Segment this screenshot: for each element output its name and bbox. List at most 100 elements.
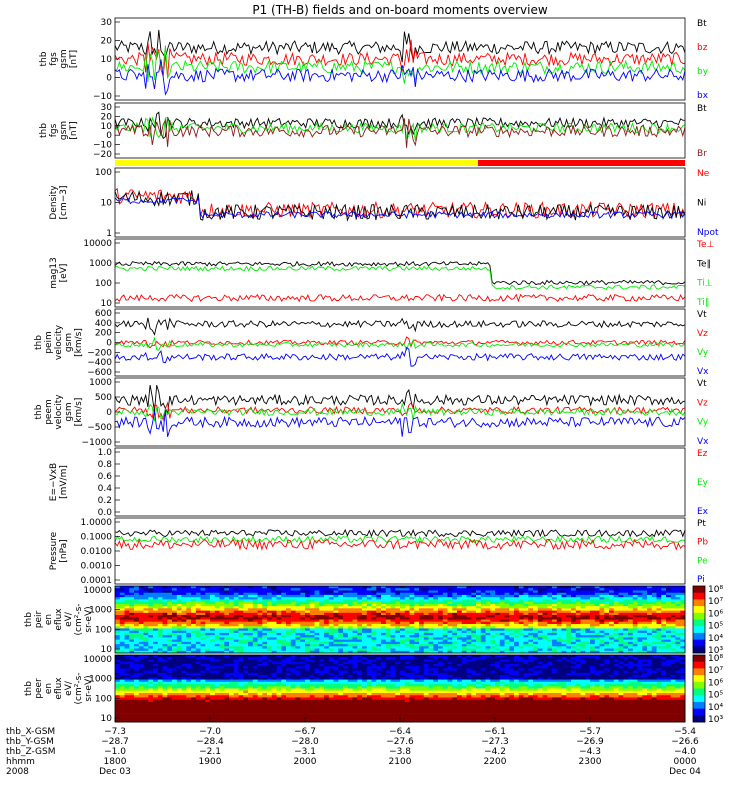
heatmap-cell [138, 641, 144, 645]
heatmap-cell [210, 710, 216, 714]
heatmap-cell [547, 635, 553, 638]
heatmap-cell [666, 637, 672, 640]
heatmap-cell [376, 646, 382, 649]
heatmap-cell [257, 697, 263, 700]
heatmap-cell [390, 610, 396, 614]
heatmap-cell [628, 630, 634, 634]
heatmap-cell [661, 612, 667, 616]
heatmap-cell [466, 619, 472, 623]
series-line-Bt [114, 29, 686, 63]
heatmap-cell [613, 637, 619, 640]
heatmap-cell [680, 632, 686, 636]
heatmap-cell [243, 701, 249, 705]
heatmap-cell [248, 679, 254, 683]
heatmap-cell [466, 594, 472, 598]
heatmap-cell [414, 588, 420, 591]
heatmap-cell [628, 628, 634, 631]
heatmap-cell [138, 646, 144, 649]
heatmap-cell [238, 719, 244, 723]
heatmap-cell [442, 586, 448, 589]
heatmap-cell [195, 603, 201, 607]
heatmap-cell [271, 632, 277, 636]
heatmap-cell [537, 599, 543, 602]
heatmap-cell [533, 612, 539, 616]
heatmap-cell [452, 608, 458, 611]
heatmap-cell [390, 648, 396, 652]
heatmap-cell [594, 628, 600, 631]
heatmap-cell [490, 632, 496, 636]
heatmap-cell [195, 713, 201, 716]
heatmap-cell [229, 635, 235, 638]
heatmap-cell [433, 610, 439, 614]
heatmap-cell [533, 597, 539, 600]
heatmap-cell [647, 644, 653, 647]
heatmap-cell [452, 646, 458, 649]
y-tick-label: 500 [95, 393, 112, 403]
heatmap-cell [338, 626, 344, 629]
heatmap-cell [637, 632, 643, 636]
heatmap-cell [552, 615, 558, 618]
heatmap-cell [153, 624, 159, 627]
heatmap-cell [623, 621, 629, 625]
heatmap-cell [233, 670, 239, 674]
heatmap-cell [542, 610, 548, 614]
heatmap-cell [148, 661, 154, 665]
heatmap-cell [176, 719, 182, 723]
heatmap-cell [376, 650, 382, 654]
heatmap-cell [309, 632, 315, 636]
heatmap-cell [661, 628, 667, 631]
heatmap-cell [509, 588, 515, 591]
series-line-by [114, 45, 686, 84]
heatmap-cell [290, 594, 296, 598]
heatmap-cell [409, 592, 415, 596]
heatmap-cell [138, 637, 144, 640]
heatmap-cell [305, 594, 311, 598]
heatmap-cell [267, 608, 273, 611]
heatmap-cell [423, 619, 429, 623]
heatmap-cell [404, 624, 410, 627]
heatmap-cell [509, 592, 515, 596]
heatmap-cell [205, 597, 211, 600]
heatmap-cell [537, 610, 543, 614]
heatmap-cell [495, 597, 501, 600]
heatmap-cell [476, 619, 482, 623]
heatmap-cell [533, 606, 539, 609]
heatmap-cell [138, 659, 144, 663]
heatmap-cell [613, 624, 619, 627]
heatmap-cell [385, 586, 391, 589]
heatmap-cell [381, 644, 387, 647]
heatmap-cell [243, 708, 249, 712]
heatmap-cell [575, 621, 581, 625]
colorbar-tick: 10⁶ [708, 609, 723, 619]
heatmap-cell [599, 644, 605, 647]
y-label-line: thb [39, 123, 49, 138]
heatmap-cell [675, 592, 681, 596]
heatmap-cell [167, 592, 173, 596]
heatmap-cell [281, 612, 287, 616]
heatmap-cell [528, 592, 534, 596]
heatmap-cell [295, 650, 301, 654]
heatmap-cell [167, 621, 173, 625]
heatmap-cell [580, 646, 586, 649]
heatmap-cell [205, 644, 211, 647]
heatmap-cell [433, 648, 439, 652]
heatmap-cell [252, 646, 258, 649]
heatmap-cell [404, 606, 410, 609]
heatmap-cell [172, 621, 178, 625]
heatmap-cell [499, 588, 505, 591]
heatmap-cell [119, 663, 125, 667]
heatmap-cell [490, 617, 496, 620]
heatmap-cell [623, 637, 629, 640]
heatmap-cell [219, 684, 225, 687]
heatmap-cell [124, 621, 130, 625]
heatmap-cell [523, 603, 529, 607]
heatmap-cell [276, 695, 282, 698]
heatmap-cell [229, 663, 235, 667]
heatmap-cell [642, 650, 648, 654]
heatmap-cell [276, 663, 282, 667]
heatmap-cell [447, 601, 453, 605]
heatmap-cell [186, 675, 192, 678]
heatmap-cell [670, 606, 676, 609]
heatmap-cell [651, 632, 657, 636]
